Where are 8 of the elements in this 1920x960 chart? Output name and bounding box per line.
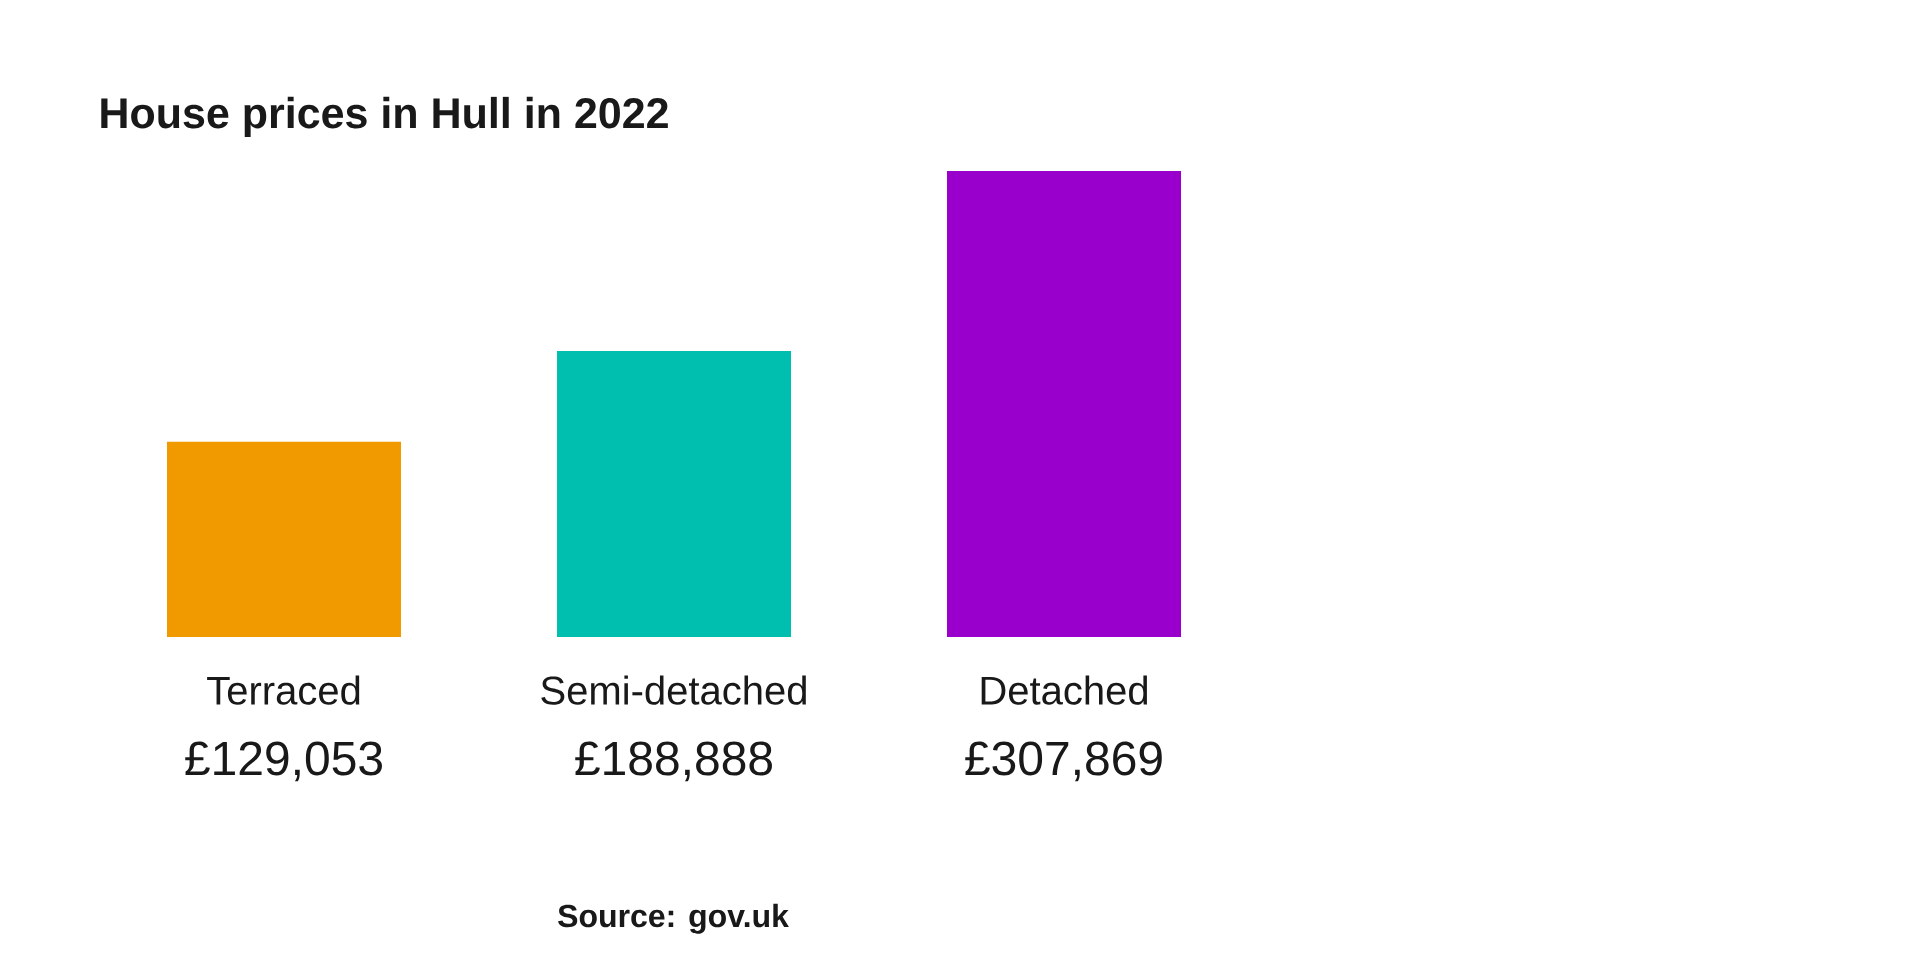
x-tick-label: Detached xyxy=(981,675,1148,705)
x-tick-label: Semi-detached xyxy=(541,675,806,705)
x-tick-label: Terraced xyxy=(207,675,360,705)
chart-title: House prices in Hull in 2022 xyxy=(101,96,668,137)
source-note: Source: gov.uk xyxy=(558,903,789,934)
data-label: £129,053 xyxy=(185,741,382,782)
data-label: £307,869 xyxy=(965,741,1162,782)
data-label: £188,888 xyxy=(575,741,772,782)
